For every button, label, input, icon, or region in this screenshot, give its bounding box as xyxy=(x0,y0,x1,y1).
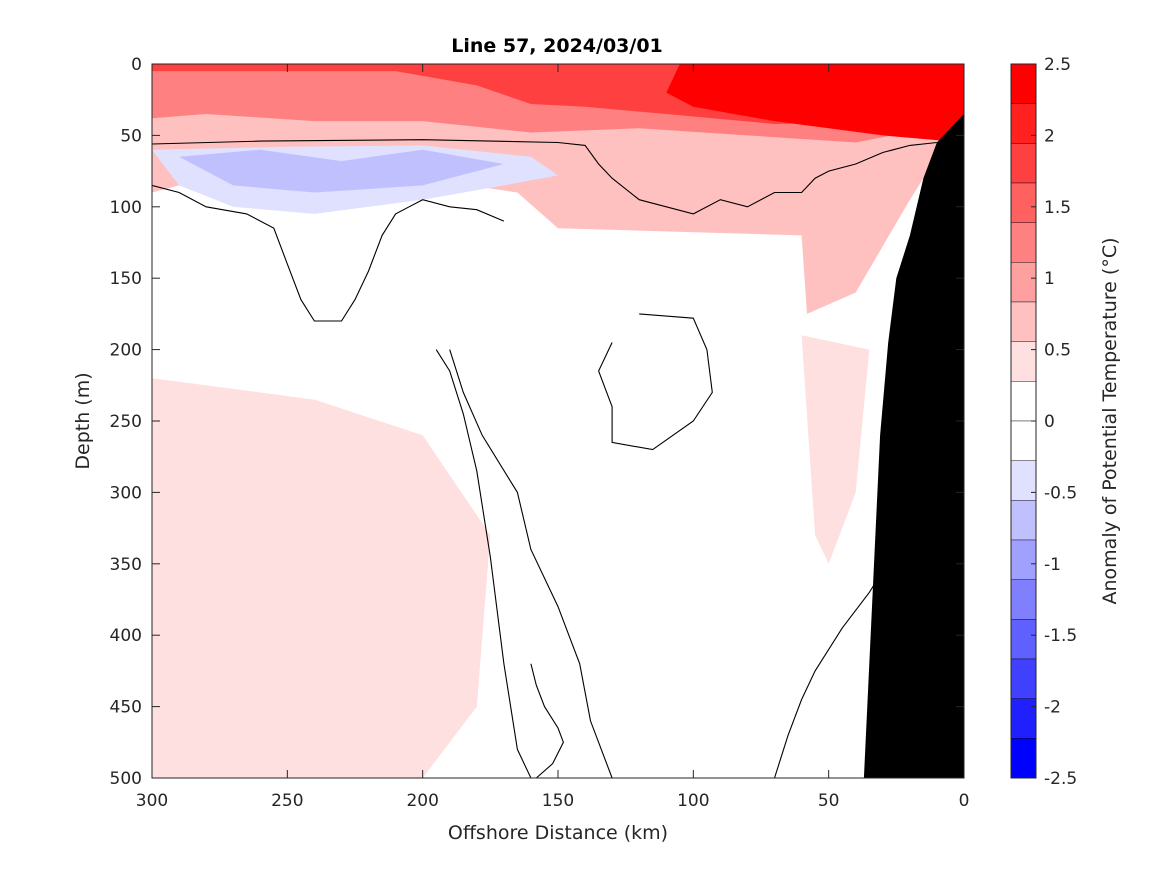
anomaly-region-3 xyxy=(422,64,964,143)
x-tick-label-2: 200 xyxy=(406,791,438,811)
colorbar-swatch-17 xyxy=(1010,738,1037,779)
colorbar-swatch-3 xyxy=(1010,182,1037,223)
colorbar-swatch-9 xyxy=(1010,420,1037,461)
colorbar-swatch-7 xyxy=(1010,341,1037,382)
x-tick-label-0: 300 xyxy=(136,791,168,811)
y-tick-label-5: 250 xyxy=(110,412,142,432)
colorbar: 2.5 2 1.5 1 0.5 0 -0.5 -1 -1.5 -2 -2.5 Anomaly of … xyxy=(1010,55,1121,789)
colorbar-swatch-15 xyxy=(1010,658,1037,699)
colorbar-swatch-1 xyxy=(1010,103,1037,144)
x-axis-label: Offshore Distance (km) xyxy=(448,822,668,844)
colorbar-label: Anomaly of Potential Temperature (°C) xyxy=(1099,238,1121,605)
colorbar-tick-label-9: -2 xyxy=(1044,698,1061,718)
y-tick-label-3: 150 xyxy=(110,269,142,289)
y-tick-label-1: 50 xyxy=(120,126,142,146)
colorbar-swatch-4 xyxy=(1010,222,1037,263)
colorbar-tick-label-8: -1.5 xyxy=(1044,626,1077,646)
x-tick-label-6: 0 xyxy=(959,791,970,811)
x-tick-label-1: 250 xyxy=(271,791,303,811)
contour-line-4 xyxy=(598,313,713,451)
colorbar-tick-label-0: 2.5 xyxy=(1044,55,1071,75)
contour-line-6 xyxy=(530,663,564,778)
anomaly-region-4 xyxy=(828,64,964,122)
y-axis: 0 50 100 150 200 250 300 350 400 450 500 xyxy=(110,55,964,789)
x-axis: 300 250 200 150 100 50 0 xyxy=(136,64,970,811)
y-tick-label-10: 500 xyxy=(110,769,142,789)
colorbar-swatch-11 xyxy=(1010,500,1037,541)
chart-title: Line 57, 2024/03/01 xyxy=(451,35,663,57)
colorbar-swatches xyxy=(1010,63,1037,779)
y-tick-label-6: 300 xyxy=(110,483,142,503)
colorbar-tick-label-4: 0.5 xyxy=(1044,341,1071,361)
plot-area xyxy=(151,63,965,779)
y-tick-label-0: 0 xyxy=(131,55,142,75)
y-axis-label: Depth (m) xyxy=(72,372,94,469)
colorbar-swatch-10 xyxy=(1010,460,1037,501)
colorbar-swatch-14 xyxy=(1010,619,1037,660)
y-tick-label-7: 350 xyxy=(110,555,142,575)
anomaly-region-9 xyxy=(801,335,870,564)
contour-line-1 xyxy=(152,184,505,322)
x-tick-label-5: 50 xyxy=(818,791,840,811)
colorbar-swatch-2 xyxy=(1010,143,1037,184)
colorbar-tick-label-2: 1.5 xyxy=(1044,198,1071,218)
anomaly-regions xyxy=(152,64,964,778)
y-tick-label-4: 200 xyxy=(110,341,142,361)
x-tick-label-4: 100 xyxy=(677,791,709,811)
colorbar-tick-label-7: -1 xyxy=(1044,555,1061,575)
colorbar-swatch-8 xyxy=(1010,381,1037,422)
colorbar-swatch-5 xyxy=(1010,262,1037,303)
y-tick-label-9: 450 xyxy=(110,698,142,718)
colorbar-swatch-0 xyxy=(1010,63,1037,104)
contour-line-0 xyxy=(152,139,937,215)
colorbar-swatch-12 xyxy=(1010,539,1037,580)
land-mask xyxy=(863,114,964,778)
colorbar-tick-label-1: 2 xyxy=(1044,126,1055,146)
anomaly-region-6 xyxy=(179,149,504,193)
colorbar-swatch-6 xyxy=(1010,301,1037,342)
colorbar-tick-label-10: -2.5 xyxy=(1044,769,1077,789)
colorbar-swatch-16 xyxy=(1010,698,1037,739)
colorbar-swatch-13 xyxy=(1010,579,1037,620)
colorbar-ticks: 2.5 2 1.5 1 0.5 0 -0.5 -1 -1.5 -2 -2.5 xyxy=(1031,55,1077,789)
y-tick-label-8: 400 xyxy=(110,626,142,646)
contour-line-3 xyxy=(449,349,613,778)
colorbar-tick-label-6: -0.5 xyxy=(1044,483,1077,503)
anomaly-region-8 xyxy=(152,421,355,721)
colorbar-tick-label-3: 1 xyxy=(1044,269,1055,289)
contour-line-2 xyxy=(435,349,532,778)
y-tick-label-2: 100 xyxy=(110,198,142,218)
colorbar-tick-label-5: 0 xyxy=(1044,412,1055,432)
x-tick-label-3: 150 xyxy=(542,791,574,811)
